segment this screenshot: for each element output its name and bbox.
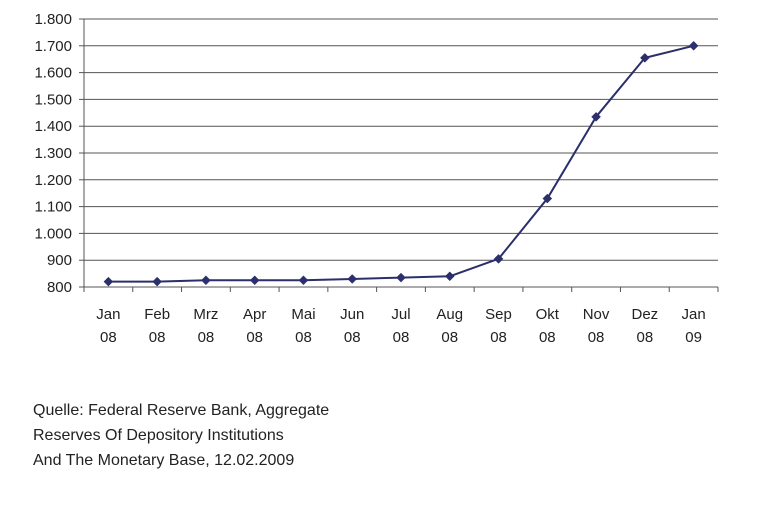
- x-tick-label-year: 08: [344, 329, 361, 346]
- x-tick-label: Feb 08: [144, 306, 170, 346]
- gridlines: [84, 18, 718, 261]
- y-tick-label: 1.500: [34, 91, 72, 108]
- x-tick-label-month: Jul: [391, 306, 410, 323]
- x-axis: Jan 08 Feb 08 Mrz 08 Apr 08 Mai 08 Jun 08 Jul 08 Aug 08…: [83, 19, 719, 346]
- x-tick-label: Jan 08: [96, 306, 120, 346]
- x-tick-label: Dez 08: [632, 306, 659, 346]
- y-tick-label: 800: [47, 279, 72, 296]
- x-tick-label-month: Nov: [583, 306, 610, 323]
- data-point-marker: [201, 275, 211, 286]
- x-tick-label-year: 09: [685, 329, 702, 346]
- data-point-marker: [396, 272, 406, 283]
- data-point-marker: [347, 274, 358, 284]
- y-axis-ticks: 800 900 1.000 1.100 1.200 1.300 1.400 1.500 1.60…: [34, 11, 84, 296]
- source-line-2: Reserves Of Depository Institutions: [33, 427, 284, 444]
- data-point-marker: [493, 254, 504, 264]
- source-line-3: And The Monetary Base, 12.02.2009: [33, 452, 295, 469]
- series-markers: [103, 40, 699, 287]
- x-tick-label: Okt 08: [536, 306, 560, 346]
- x-tick-label-year: 08: [490, 329, 507, 346]
- x-tick-label-month: Aug: [436, 306, 463, 323]
- data-point-marker: [591, 111, 601, 122]
- data-point-marker: [444, 271, 455, 282]
- x-tick-label-year: 08: [637, 329, 654, 346]
- x-tick-label: Nov 08: [583, 306, 610, 346]
- x-tick-label-month: Jan: [682, 306, 706, 323]
- x-tick-label-year: 08: [588, 329, 605, 346]
- x-tick-label: Jul 08: [391, 306, 410, 346]
- x-tick-label-month: Dez: [632, 306, 659, 323]
- series-line-path: [108, 44, 694, 283]
- x-tick-label: Jun 08: [340, 306, 364, 346]
- y-tick-label: 900: [47, 252, 72, 269]
- x-tick-label: Aug 08: [436, 306, 463, 346]
- line-chart: 800 900 1.000 1.100 1.200 1.300 1.400 1.500 1.60…: [34, 11, 719, 346]
- x-tick-label-month: Jan: [96, 306, 120, 323]
- y-tick-label: 1.100: [34, 199, 72, 216]
- x-tick-label-month: Mai: [291, 306, 315, 323]
- x-tick-label: Apr 08: [243, 306, 266, 346]
- x-tick-label: Mai 08: [291, 306, 315, 346]
- x-tick-label-year: 08: [198, 329, 215, 346]
- y-tick-label: 1.700: [34, 38, 72, 55]
- x-tick-label-month: Sep: [485, 306, 512, 323]
- x-tick-label-year: 08: [295, 329, 312, 346]
- x-tick-label-year: 08: [100, 329, 117, 346]
- x-tick-label-year: 08: [149, 329, 166, 346]
- data-point-marker: [298, 275, 309, 286]
- data-point-marker: [688, 40, 699, 51]
- data-point-marker: [249, 275, 260, 286]
- x-tick-label-year: 08: [393, 329, 410, 346]
- x-tick-label-month: Jun: [340, 306, 364, 323]
- x-tick-label-year: 08: [246, 329, 263, 346]
- y-tick-label: 1.200: [34, 172, 72, 189]
- x-tick-label-month: Apr: [243, 306, 266, 323]
- y-tick-label: 1.400: [34, 118, 72, 135]
- y-tick-label: 1.800: [34, 11, 72, 28]
- x-tick-label-month: Mrz: [193, 306, 218, 323]
- x-tick-label: Jan 09: [682, 306, 706, 346]
- series-line: [108, 44, 694, 283]
- x-tick-label-year: 08: [539, 329, 556, 346]
- y-tick-label: 1.000: [34, 225, 72, 242]
- x-tick-label: Sep 08: [485, 306, 512, 346]
- data-point-marker: [542, 193, 553, 204]
- data-point-marker: [639, 53, 650, 63]
- y-tick-label: 1.300: [34, 145, 72, 162]
- source-note: Quelle: Federal Reserve Bank, Aggregate …: [33, 398, 329, 473]
- x-tick-label-year: 08: [441, 329, 458, 346]
- source-line-1: Quelle: Federal Reserve Bank, Aggregate: [33, 402, 330, 419]
- y-tick-label: 1.600: [34, 65, 72, 82]
- data-point-marker: [152, 276, 163, 287]
- x-tick-label-month: Okt: [536, 306, 560, 323]
- x-tick-label: Mrz 08: [193, 306, 218, 346]
- x-tick-label-month: Feb: [144, 306, 170, 323]
- data-point-marker: [103, 276, 114, 287]
